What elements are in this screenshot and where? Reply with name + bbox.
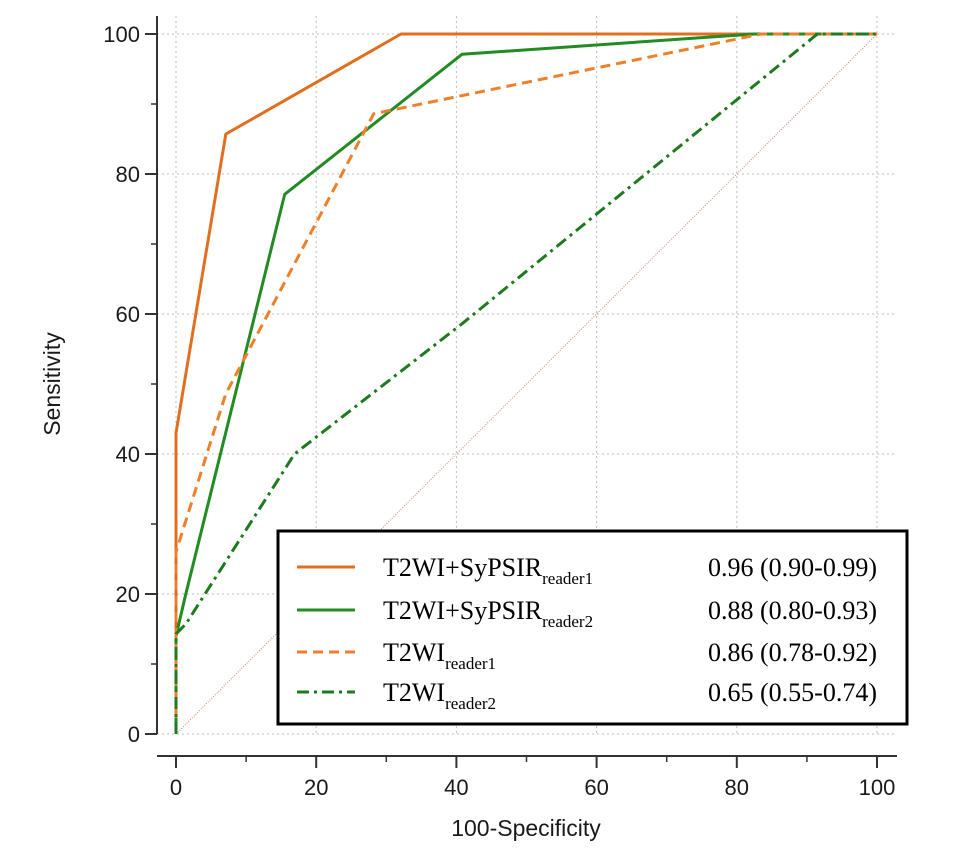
y-tick-label: 20 [116,582,140,607]
legend-label: T2WI+SyPSIRreader2 [383,596,593,631]
legend-auc: 0.96 (0.90-0.99) [708,553,877,582]
x-tick-label: 100 [859,775,896,800]
legend-box [276,529,909,726]
legend-label: T2WIreader1 [383,638,496,673]
legend-label-sub: reader1 [445,654,496,673]
legend-label-sub: reader2 [445,694,496,713]
legend-label-main: T2WI [383,638,445,667]
legend-label: T2WI+SyPSIRreader1 [383,553,593,588]
x-tick-label: 20 [304,775,328,800]
x-tick-label: 40 [444,775,468,800]
y-tick-label: 0 [128,722,140,747]
legend-label-main: T2WI [383,678,445,707]
y-tick-label: 80 [116,162,140,187]
y-tick-label: 40 [116,442,140,467]
roc-curve-4 [174,32,877,734]
x-tick-label: 80 [725,775,749,800]
legend-label-main: T2WI+SyPSIR [383,596,543,625]
y-axis-title: Sensitivity [39,332,65,436]
y-tick-label: 100 [103,22,140,47]
roc-curve-3 [174,32,877,734]
y-tick-label: 60 [116,302,140,327]
axes: 0 20 40 60 80 100 0 20 40 60 80 100 [103,16,897,800]
x-axis-title: 100-Specificity [451,815,601,841]
x-tick-label: 60 [584,775,608,800]
roc-curve-1 [174,32,877,734]
legend-label-main: T2WI+SyPSIR [383,553,543,582]
legend-label: T2WIreader2 [383,678,496,713]
x-tick-label: 0 [170,775,182,800]
roc-curves [174,32,877,734]
legend-auc: 0.86 (0.78-0.92) [708,638,877,667]
legend: T2WI+SyPSIRreader1 0.96 (0.90-0.99)T2WI+S… [276,529,909,726]
legend-auc: 0.88 (0.80-0.93) [708,596,877,625]
legend-label-sub: reader1 [542,569,593,588]
legend-label-sub: reader2 [542,612,593,631]
legend-auc: 0.65 (0.55-0.74) [708,678,877,707]
